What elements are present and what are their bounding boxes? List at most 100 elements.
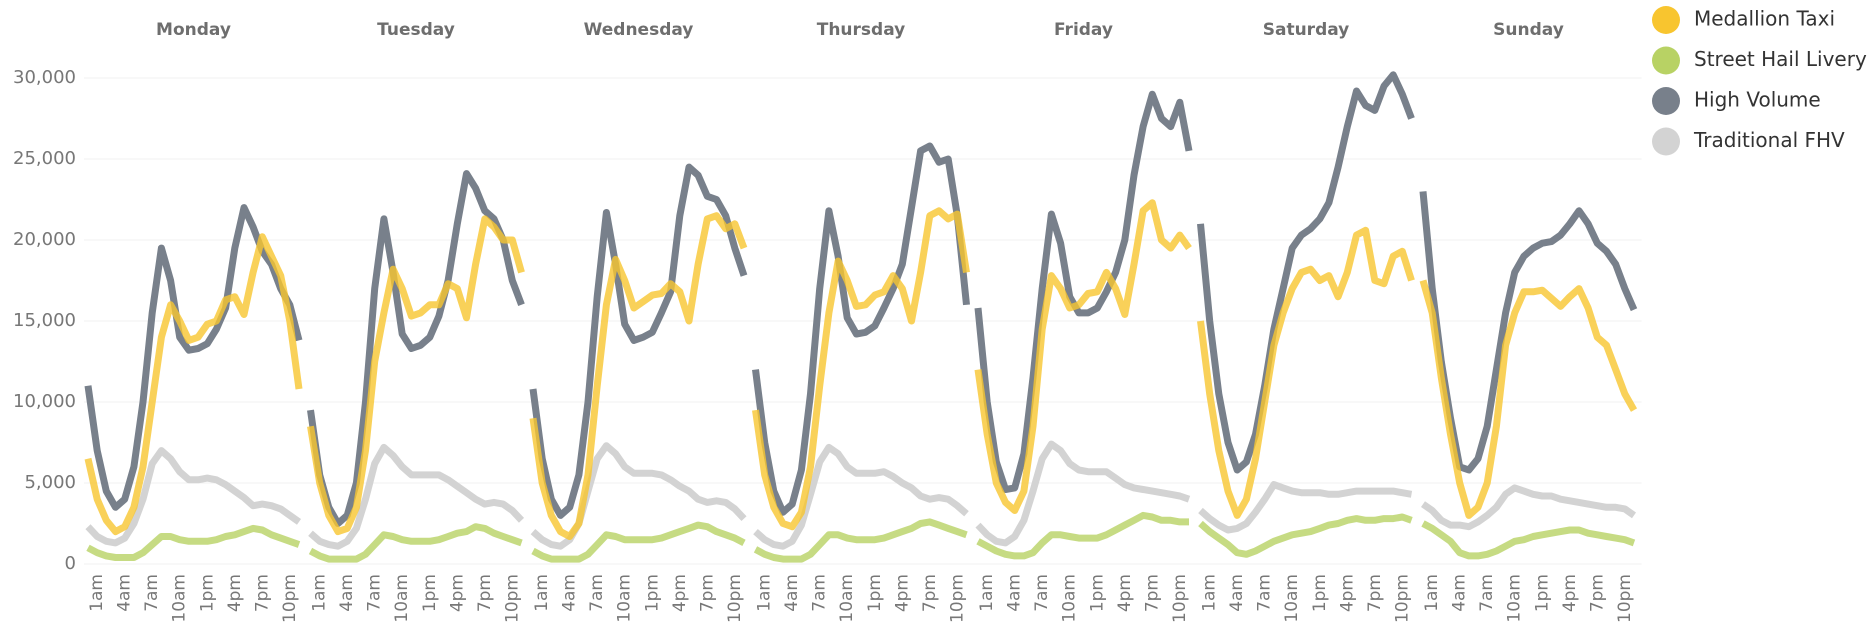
- series-line: [84, 233, 303, 536]
- x-tick-label: 4pm: [1115, 574, 1135, 612]
- x-tick-label: 1pm: [1087, 574, 1107, 612]
- series-line: [308, 523, 523, 563]
- series-line: [1421, 484, 1637, 531]
- x-tick-label: 7pm: [252, 574, 272, 612]
- y-tick-label: 5,000: [24, 472, 76, 493]
- x-tick-label: 1am: [1422, 574, 1442, 612]
- x-tick-label: 1am: [1200, 574, 1220, 612]
- day-label: Sunday: [1493, 20, 1564, 40]
- series-line: [1419, 191, 1638, 474]
- legend-label: High Volume: [1694, 88, 1821, 112]
- x-tick-label: 7am: [810, 574, 830, 612]
- series-line: [84, 204, 303, 511]
- x-tick-label: 4pm: [225, 574, 245, 612]
- series-line: [529, 212, 748, 540]
- x-tick-label: 7am: [142, 574, 162, 612]
- legend-label: Medallion Taxi: [1694, 7, 1835, 31]
- series-line: [976, 511, 1189, 560]
- x-tick-label: 10pm: [1170, 574, 1190, 623]
- x-tick-label: 1am: [310, 574, 330, 612]
- x-tick-label: 10am: [1060, 574, 1080, 623]
- x-tick-label: 4pm: [1337, 574, 1357, 612]
- x-tick-label: 4am: [782, 574, 802, 612]
- series-line: [307, 170, 525, 527]
- x-tick-label: 1pm: [642, 574, 662, 612]
- day-label: Saturday: [1263, 20, 1350, 40]
- x-tick-label: 4am: [1227, 574, 1247, 612]
- y-tick-label: 20,000: [13, 229, 76, 250]
- y-tick-label: 25,000: [13, 148, 76, 169]
- x-tick-label: 1am: [87, 574, 107, 612]
- series-line: [752, 142, 970, 516]
- x-tick-label: 4pm: [447, 574, 467, 612]
- x-tick-label: 1pm: [1532, 574, 1552, 612]
- series-line: [529, 163, 748, 519]
- x-tick-label: 10pm: [502, 574, 522, 623]
- x-tick-label: 7pm: [1142, 574, 1162, 612]
- series-line: [975, 440, 1191, 547]
- day-label: Tuesday: [377, 20, 455, 40]
- x-tick-label: 10am: [392, 574, 412, 623]
- x-tick-label: 7pm: [1365, 574, 1385, 612]
- series-line: [1197, 71, 1415, 474]
- x-tick-label: 4pm: [670, 574, 690, 612]
- x-tick-label: 4am: [1005, 574, 1025, 612]
- x-tick-label: 10pm: [947, 574, 967, 623]
- x-tick-label: 7pm: [697, 574, 717, 612]
- series-line: [307, 215, 525, 536]
- y-tick-label: 0: [65, 553, 76, 574]
- series-line: [530, 442, 747, 550]
- legend-label: Traditional FHV: [1693, 128, 1845, 152]
- y-tick-label: 10,000: [13, 391, 76, 412]
- series-line: [974, 199, 1192, 514]
- x-tick-label: 10am: [1282, 574, 1302, 623]
- x-tick-label: 7pm: [1587, 574, 1607, 612]
- x-tick-label: 10pm: [725, 574, 745, 623]
- series-line: [531, 521, 746, 563]
- series-line: [753, 443, 969, 550]
- y-tick-label: 30,000: [13, 67, 76, 88]
- x-tick-label: 10pm: [280, 574, 300, 623]
- x-tick-label: 4am: [1450, 574, 1470, 612]
- x-tick-label: 7pm: [920, 574, 940, 612]
- series-line: [974, 90, 1193, 493]
- series-line: [308, 443, 525, 550]
- x-tick-label: 4pm: [892, 574, 912, 612]
- series-line: [1421, 520, 1636, 560]
- x-tick-label: 7am: [1255, 574, 1275, 612]
- x-tick-label: 1pm: [197, 574, 217, 612]
- x-tick-label: 4am: [115, 574, 135, 612]
- x-tick-label: 4pm: [1560, 574, 1580, 612]
- x-tick-label: 4am: [337, 574, 357, 612]
- day-label: Friday: [1054, 20, 1113, 40]
- x-tick-label: 7am: [1477, 574, 1497, 612]
- x-tick-label: 1am: [755, 574, 775, 612]
- legend-swatch: [1652, 87, 1680, 115]
- y-tick-label: 15,000: [13, 310, 76, 331]
- series-line: [86, 524, 301, 561]
- x-tick-label: 7am: [365, 574, 385, 612]
- x-tick-label: 10am: [170, 574, 190, 623]
- legend-swatch: [1652, 6, 1680, 34]
- series-line: [1198, 481, 1413, 534]
- x-tick-label: 10pm: [1615, 574, 1635, 623]
- series-line: [752, 207, 970, 531]
- series-line: [1419, 279, 1638, 519]
- x-tick-label: 4am: [560, 574, 580, 612]
- x-tick-label: 10am: [1505, 574, 1525, 623]
- legend-swatch: [1652, 127, 1680, 156]
- x-tick-label: 10pm: [1392, 574, 1412, 623]
- day-label: Wednesday: [584, 20, 694, 40]
- series-line: [1198, 513, 1413, 558]
- legend-label: Street Hail Livery: [1694, 47, 1867, 71]
- x-tick-label: 1pm: [1310, 574, 1330, 612]
- x-tick-label: 1am: [532, 574, 552, 612]
- day-label: Monday: [156, 20, 231, 40]
- series-line: [753, 518, 968, 563]
- x-tick-label: 7pm: [475, 574, 495, 612]
- series-line: [1197, 226, 1415, 519]
- x-tick-label: 1pm: [420, 574, 440, 612]
- legend-swatch: [1652, 46, 1680, 75]
- x-tick-label: 7am: [1032, 574, 1052, 612]
